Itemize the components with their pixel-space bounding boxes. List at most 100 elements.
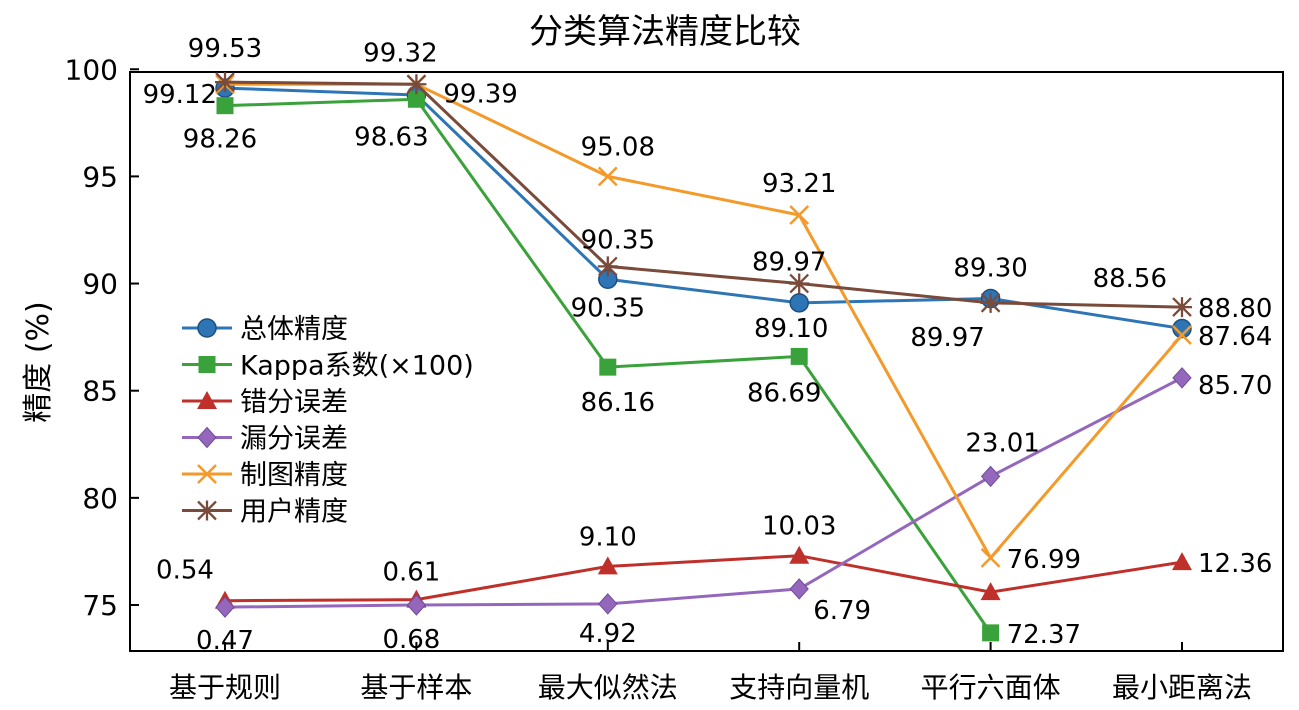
data-point <box>597 166 618 187</box>
legend-label: 用户精度 <box>240 497 348 528</box>
series-line <box>224 376 1183 609</box>
data-label: 99.39 <box>443 79 517 109</box>
data-labels: 99.12 90.35 89.10 89.30 98.26 98.63 86.16 86.69… <box>143 34 1273 656</box>
legend-label: 漏分误差 <box>240 424 348 455</box>
data-point <box>1172 318 1192 339</box>
legend-label: 错分误差 <box>240 387 348 418</box>
data-point <box>789 293 809 313</box>
x-tick-label: 平行六面体 <box>921 671 1061 704</box>
plot-frame <box>129 71 1284 652</box>
data-label: 76.99 <box>1007 545 1081 575</box>
data-point <box>406 594 427 616</box>
data-label: 87.64 <box>1198 322 1272 352</box>
y-tick-label: 75 <box>82 589 118 622</box>
legend-label: 制图精度 <box>240 460 348 491</box>
series-line <box>224 80 1183 309</box>
data-point <box>1172 325 1192 345</box>
x-tick-label: 基于样本 <box>360 671 472 704</box>
series-5 <box>215 72 1192 318</box>
data-point <box>789 578 809 600</box>
data-label: 0.54 <box>156 556 214 586</box>
data-label: 89.30 <box>953 254 1027 284</box>
y-tick-label: 90 <box>82 268 118 301</box>
data-label: 9.10 <box>579 522 637 552</box>
data-label: 4.92 <box>579 619 637 649</box>
chart-title: 分类算法精度比较 <box>529 12 801 52</box>
x-tick-label: 支持向量机 <box>729 671 869 704</box>
data-label: 99.32 <box>363 38 437 68</box>
data-label: 90.35 <box>581 225 655 255</box>
data-label: 12.36 <box>1198 549 1272 579</box>
data-label: 85.70 <box>1198 371 1272 401</box>
y-tick-label: 85 <box>82 375 118 408</box>
data-point <box>789 273 810 294</box>
data-label: 6.79 <box>813 596 871 626</box>
data-label: 23.01 <box>965 428 1039 458</box>
data-label: 95.08 <box>581 132 655 162</box>
data-label: 99.12 <box>143 80 217 110</box>
data-label: 72.37 <box>1007 620 1081 650</box>
series-1 <box>216 90 1000 642</box>
legend-item: Kappa系数(×100) <box>182 351 474 382</box>
data-label: 89.97 <box>752 248 826 278</box>
data-point <box>790 347 808 365</box>
data-point <box>982 624 1000 642</box>
data-point <box>980 465 1001 488</box>
data-label: 0.61 <box>382 558 440 588</box>
legend-item: 漏分误差 <box>182 424 348 455</box>
data-label: 99.53 <box>188 34 262 64</box>
data-label: 86.69 <box>747 378 821 408</box>
data-point <box>597 256 618 277</box>
legend-label: 总体精度 <box>240 314 348 345</box>
y-tick-label: 80 <box>82 482 118 515</box>
legend-item: 用户精度 <box>182 497 348 528</box>
data-point <box>407 90 425 108</box>
data-point <box>1172 297 1192 318</box>
data-label: 98.63 <box>354 122 428 152</box>
x-tick-label: 最大似然法 <box>538 671 678 704</box>
data-label: 90.35 <box>571 293 645 323</box>
y-tick-label: 100 <box>65 53 118 86</box>
data-point <box>789 545 810 564</box>
data-label: 0.47 <box>196 626 254 656</box>
data-point <box>980 547 1001 568</box>
data-label: 89.97 <box>910 323 984 353</box>
data-point <box>597 556 618 575</box>
data-label: 93.21 <box>762 169 836 199</box>
axes: 75 80 85 90 95 100 基于规则 基于样本 最大似然法 支持向量机 平行六面体 最小距离… <box>65 53 1252 704</box>
data-label: 88.80 <box>1198 294 1272 324</box>
data-point <box>1172 367 1192 389</box>
x-tick-label: 基于规则 <box>169 671 281 704</box>
y-axis-label: 精度 (%) <box>21 301 56 422</box>
data-label: 98.26 <box>183 125 257 155</box>
series-0 <box>215 78 1192 339</box>
series-layer <box>215 72 1192 642</box>
data-point <box>197 318 217 338</box>
legend-item: 错分误差 <box>182 387 348 418</box>
data-point <box>197 391 217 409</box>
data-point <box>1172 552 1192 571</box>
data-point <box>789 205 810 225</box>
legend-item: 制图精度 <box>182 460 348 491</box>
data-point <box>215 596 235 618</box>
data-point <box>215 72 235 93</box>
data-point <box>197 426 217 449</box>
series-line <box>224 554 1183 603</box>
data-point <box>980 582 1001 601</box>
data-point <box>980 292 1001 313</box>
data-point <box>198 356 216 373</box>
y-tick-label: 95 <box>82 160 118 193</box>
legend-label: Kappa系数(×100) <box>240 351 474 382</box>
data-label: 88.56 <box>1093 264 1167 294</box>
data-point <box>406 74 427 95</box>
data-label: 89.10 <box>754 314 828 344</box>
data-point <box>598 593 618 615</box>
legend-item: 总体精度 <box>182 314 348 345</box>
data-point <box>216 97 234 115</box>
data-label: 0.68 <box>382 625 440 655</box>
data-label: 86.16 <box>581 388 655 418</box>
data-label: 10.03 <box>762 512 836 542</box>
data-point <box>197 464 217 484</box>
